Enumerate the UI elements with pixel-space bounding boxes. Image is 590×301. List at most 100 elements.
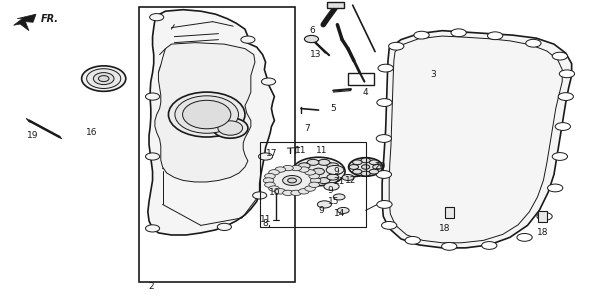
Circle shape (377, 200, 392, 208)
Circle shape (258, 153, 273, 160)
Circle shape (265, 173, 275, 179)
Circle shape (299, 174, 310, 180)
Circle shape (309, 182, 319, 188)
Circle shape (555, 123, 571, 130)
Circle shape (349, 165, 359, 169)
Text: 11: 11 (316, 146, 327, 155)
Polygon shape (148, 10, 274, 235)
Text: 6: 6 (310, 26, 316, 35)
Text: 10: 10 (268, 188, 280, 197)
Circle shape (265, 182, 275, 188)
Text: 3: 3 (431, 70, 436, 79)
Text: 12: 12 (345, 176, 356, 185)
Ellipse shape (313, 168, 324, 175)
Bar (537, 211, 547, 222)
Circle shape (353, 160, 362, 165)
Ellipse shape (288, 178, 296, 183)
Circle shape (268, 170, 279, 175)
Circle shape (217, 223, 231, 231)
Circle shape (283, 190, 293, 196)
Circle shape (317, 201, 332, 208)
Circle shape (310, 178, 321, 183)
Bar (348, 73, 375, 85)
Text: FR.: FR. (41, 14, 59, 24)
Text: 18: 18 (536, 228, 548, 237)
Circle shape (559, 70, 575, 78)
Circle shape (326, 166, 344, 175)
Circle shape (307, 159, 319, 165)
Text: 11: 11 (260, 215, 271, 224)
Circle shape (295, 169, 307, 175)
Text: 17: 17 (266, 149, 277, 158)
Circle shape (304, 36, 319, 43)
Text: 20: 20 (375, 163, 386, 172)
Circle shape (263, 178, 274, 183)
Bar (260, 141, 366, 227)
Text: 19: 19 (27, 131, 39, 140)
Circle shape (558, 93, 573, 101)
Circle shape (327, 174, 339, 180)
Circle shape (376, 171, 392, 178)
Text: 13: 13 (310, 50, 322, 59)
Text: 11: 11 (295, 146, 307, 155)
Circle shape (318, 178, 330, 184)
Circle shape (353, 169, 362, 174)
Circle shape (330, 169, 342, 175)
Text: 16: 16 (86, 128, 98, 137)
Circle shape (526, 39, 541, 47)
Ellipse shape (292, 157, 345, 186)
Circle shape (548, 184, 563, 192)
Circle shape (309, 173, 319, 179)
Circle shape (146, 153, 160, 160)
Circle shape (268, 186, 279, 191)
Text: 8: 8 (263, 219, 268, 228)
Circle shape (299, 189, 309, 194)
Circle shape (369, 169, 379, 174)
Polygon shape (155, 43, 255, 182)
Circle shape (378, 64, 394, 72)
Circle shape (324, 183, 339, 190)
Circle shape (275, 167, 286, 172)
Circle shape (291, 190, 301, 196)
Circle shape (487, 32, 503, 40)
Bar (444, 206, 454, 218)
Circle shape (299, 163, 310, 169)
Ellipse shape (169, 92, 245, 137)
Circle shape (369, 160, 379, 165)
Circle shape (146, 93, 160, 100)
Circle shape (373, 165, 382, 169)
Ellipse shape (299, 161, 339, 182)
Circle shape (305, 186, 316, 191)
Text: 7: 7 (304, 123, 310, 132)
Circle shape (414, 31, 429, 39)
Circle shape (253, 192, 267, 199)
Circle shape (552, 153, 568, 160)
Circle shape (382, 222, 397, 229)
Text: 2: 2 (148, 282, 153, 291)
Text: 15: 15 (327, 197, 339, 206)
Circle shape (342, 175, 354, 181)
Circle shape (261, 78, 276, 85)
Polygon shape (382, 31, 572, 248)
Text: 4: 4 (363, 88, 368, 97)
Circle shape (299, 167, 309, 172)
Circle shape (537, 213, 552, 220)
Ellipse shape (81, 66, 126, 91)
Bar (139, 7, 295, 282)
Text: 21: 21 (333, 178, 345, 186)
Circle shape (275, 189, 286, 194)
Text: 9: 9 (319, 206, 324, 215)
Text: 9: 9 (327, 186, 333, 195)
Ellipse shape (283, 175, 301, 185)
Text: 18: 18 (440, 224, 451, 233)
Ellipse shape (182, 100, 231, 129)
Circle shape (361, 171, 371, 176)
Circle shape (441, 243, 457, 250)
Circle shape (361, 158, 371, 163)
Bar (327, 2, 344, 8)
Text: 9: 9 (333, 167, 339, 176)
Circle shape (377, 99, 392, 107)
Circle shape (150, 14, 164, 21)
Circle shape (481, 242, 497, 249)
Circle shape (405, 237, 420, 244)
